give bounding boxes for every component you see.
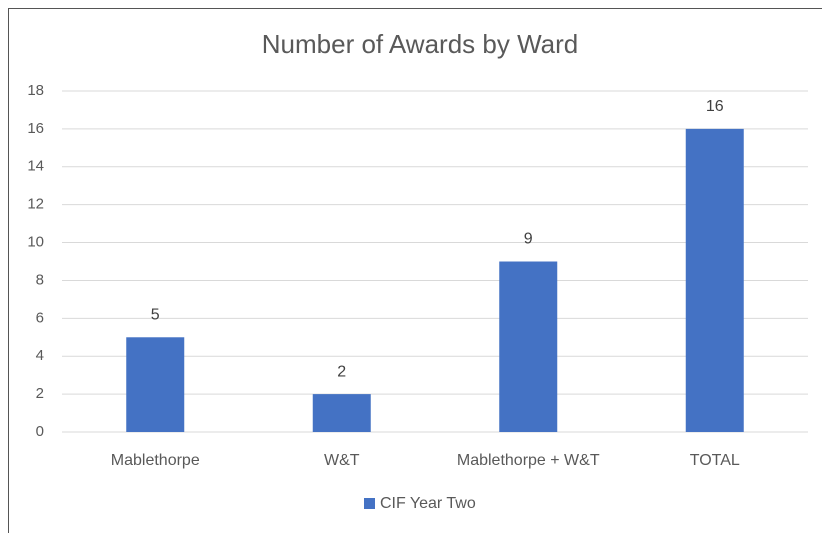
x-tick-label: Mablethorpe + W&T [457, 452, 600, 469]
x-tick-label: Mablethorpe [111, 452, 200, 469]
y-tick-label: 0 [36, 423, 44, 440]
y-tick-label: 18 [27, 82, 44, 99]
legend-label: CIF Year Two [380, 495, 476, 512]
y-tick-label: 16 [27, 120, 44, 137]
x-tick-label: TOTAL [690, 452, 740, 469]
data-label: 16 [706, 98, 724, 115]
data-label: 5 [151, 306, 160, 323]
y-tick-label: 14 [27, 158, 44, 175]
bar [686, 129, 744, 432]
y-tick-label: 4 [36, 347, 44, 364]
data-label: 2 [337, 363, 346, 380]
y-tick-label: 2 [36, 385, 44, 402]
y-tick-label: 12 [27, 196, 44, 213]
y-tick-label: 8 [36, 271, 44, 288]
y-tick-label: 10 [27, 234, 44, 251]
chart-title: Number of Awards by Ward [262, 29, 578, 59]
legend-swatch [364, 498, 375, 509]
y-tick-label: 6 [36, 309, 44, 326]
bar [499, 262, 557, 433]
bar [126, 337, 184, 432]
x-tick-label: W&T [324, 452, 360, 469]
bar [313, 394, 371, 432]
data-label: 9 [524, 231, 533, 248]
